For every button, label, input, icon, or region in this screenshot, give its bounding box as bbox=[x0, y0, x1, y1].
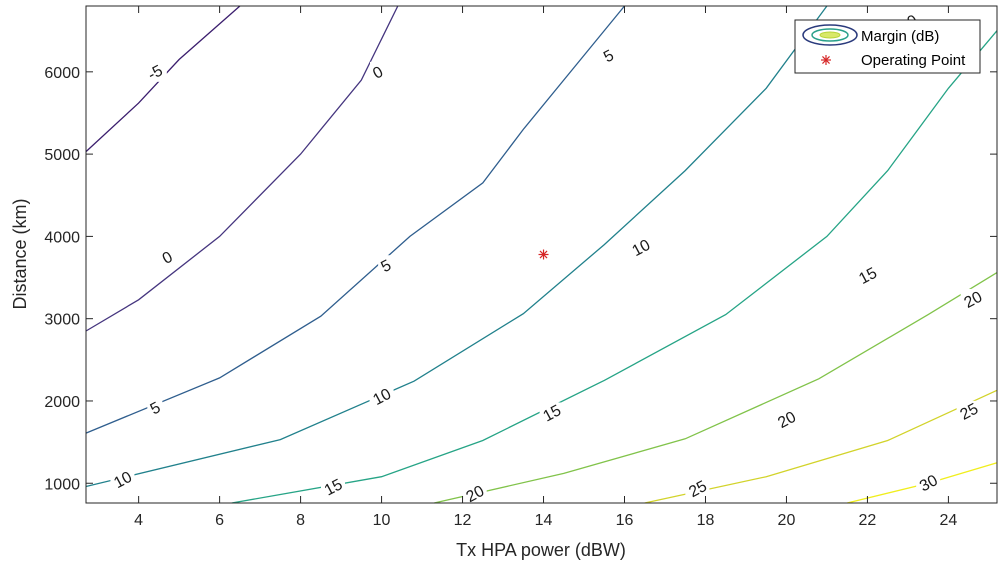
contour-label-bg bbox=[142, 61, 167, 82]
x-tick-label: 12 bbox=[454, 512, 472, 529]
contour-line-20 bbox=[434, 272, 998, 504]
contour-label: 10 bbox=[370, 386, 394, 409]
y-tick-label: 2000 bbox=[44, 394, 80, 411]
y-tick-label: 4000 bbox=[44, 229, 80, 246]
x-tick-label: 8 bbox=[296, 512, 305, 529]
contour-label-bg bbox=[369, 386, 394, 407]
contour-line-0 bbox=[85, 5, 399, 332]
contour-line-5 bbox=[85, 5, 626, 434]
legend-contour-icon bbox=[802, 24, 858, 46]
y-axis: 1000 2000 3000 4000 5000 6000 bbox=[44, 65, 997, 493]
contour-label-bg bbox=[855, 265, 880, 286]
legend-star-marker bbox=[821, 55, 831, 65]
contour-label: 15 bbox=[540, 402, 564, 425]
legend: Margin (dB) Operating Point bbox=[794, 19, 981, 74]
y-axis-label: Distance (km) bbox=[10, 198, 30, 309]
x-tick-label: 18 bbox=[697, 512, 715, 529]
contour-label-bg bbox=[378, 255, 394, 276]
x-tick-label: 24 bbox=[940, 512, 958, 529]
contour-line-10 bbox=[85, 5, 828, 488]
x-tick-label: 16 bbox=[616, 512, 634, 529]
contour-label-bg bbox=[774, 409, 799, 430]
y-tick-label: 1000 bbox=[44, 476, 80, 493]
contour-label-bg bbox=[956, 400, 981, 421]
x-axis-label: Tx HPA power (dBW) bbox=[456, 540, 626, 560]
contour-label-bg bbox=[539, 402, 564, 423]
contour-label: 25 bbox=[958, 400, 982, 423]
legend-entry-operating-point: Operating Point bbox=[861, 52, 966, 69]
y-tick-label: 3000 bbox=[44, 312, 80, 329]
contour-label: 20 bbox=[775, 409, 799, 432]
contour-label: 10 bbox=[630, 237, 654, 260]
contour-label-bg bbox=[462, 483, 487, 504]
x-tick-label: 6 bbox=[215, 512, 224, 529]
contour-label-bg bbox=[960, 288, 985, 309]
contour-label-bg bbox=[320, 476, 345, 497]
operating-point-layer bbox=[538, 249, 549, 260]
x-tick-label: 14 bbox=[535, 512, 553, 529]
x-tick-label: 22 bbox=[859, 512, 877, 529]
contour-line-15 bbox=[231, 30, 998, 504]
contour-label-bg bbox=[600, 45, 616, 66]
legend-entry-margin: Margin (dB) bbox=[861, 28, 939, 45]
contour-label: 20 bbox=[962, 289, 986, 312]
x-tick-label: 4 bbox=[134, 512, 143, 529]
contour-label: 20 bbox=[464, 483, 488, 506]
y-tick-label: 5000 bbox=[44, 147, 80, 164]
contour-label: 15 bbox=[856, 265, 880, 288]
x-tick-label: 20 bbox=[778, 512, 796, 529]
x-tick-label: 10 bbox=[373, 512, 391, 529]
contour-label: 10 bbox=[111, 469, 135, 492]
contour-label: 25 bbox=[686, 478, 710, 501]
contour-label-bg bbox=[685, 478, 710, 499]
contour-label: 15 bbox=[322, 476, 346, 499]
contour-label: 30 bbox=[917, 472, 941, 495]
contour-label-bg bbox=[110, 469, 135, 490]
contour-label-bg bbox=[147, 397, 163, 418]
contour-label-bg bbox=[916, 472, 941, 493]
contour-label-bg bbox=[628, 237, 653, 258]
plot-frame bbox=[85, 5, 998, 504]
y-tick-label: 6000 bbox=[44, 65, 80, 82]
legend-star-icon bbox=[821, 55, 831, 65]
contour-label-bg bbox=[370, 61, 386, 82]
contour-lines bbox=[85, 5, 998, 504]
x-axis: 4 6 8 10 12 14 16 18 20 22 24 bbox=[134, 6, 957, 529]
operating-point-marker bbox=[538, 249, 549, 260]
contour-label-bg bbox=[159, 246, 175, 267]
